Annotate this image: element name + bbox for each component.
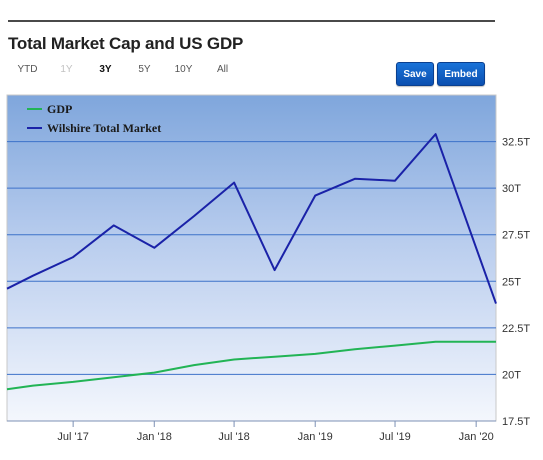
legend-label-gdp[interactable]: GDP — [47, 102, 72, 116]
range-selector: YTD 1Y 3Y 5Y 10Y All — [8, 63, 242, 79]
legend-label-wilshire[interactable]: Wilshire Total Market — [47, 121, 161, 135]
x-tick-label: Jan '19 — [298, 431, 333, 443]
plot-background — [6, 94, 497, 422]
range-5y[interactable]: 5Y — [138, 64, 151, 75]
y-tick-label: 17.5T — [502, 416, 530, 428]
series-line-wilshire[interactable] — [6, 133, 497, 304]
y-tick-label: 22.5T — [502, 323, 530, 335]
x-tick-label: Jul '18 — [218, 431, 249, 443]
embed-button[interactable]: Embed — [437, 62, 485, 86]
save-button[interactable]: Save — [396, 62, 434, 86]
grid-lines — [7, 141, 496, 375]
y-axis: 17.5T 20T 22.5T 25T 27.5T 30T 32.5T — [502, 137, 530, 428]
y-tick-label: 30T — [502, 183, 521, 195]
y-tick-label: 27.5T — [502, 230, 530, 242]
x-tick-label: Jan '18 — [137, 431, 172, 443]
x-tick-label: Jul '19 — [379, 431, 410, 443]
y-tick-label: 32.5T — [502, 137, 530, 149]
range-1y[interactable]: 1Y — [60, 64, 73, 75]
series-group — [6, 133, 497, 391]
legend: GDP Wilshire Total Market — [27, 102, 161, 135]
x-tick-label: Jul '17 — [57, 431, 88, 443]
y-tick-label: 20T — [502, 369, 521, 381]
header-rule — [8, 20, 495, 22]
range-ytd[interactable]: YTD — [17, 64, 38, 75]
range-3y[interactable]: 3Y — [99, 64, 112, 75]
x-tick-label: Jan '20 — [459, 431, 494, 443]
y-tick-label: 25T — [502, 276, 521, 288]
x-axis: Jul '17 Jan '18 Jul '18 Jan '19 Jul '19 Jan '… — [57, 421, 494, 443]
series-line-gdp[interactable] — [6, 340, 496, 391]
range-all[interactable]: All — [216, 64, 229, 75]
range-10y[interactable]: 10Y — [174, 64, 193, 75]
page-title: Total Market Cap and US GDP — [8, 34, 244, 53]
